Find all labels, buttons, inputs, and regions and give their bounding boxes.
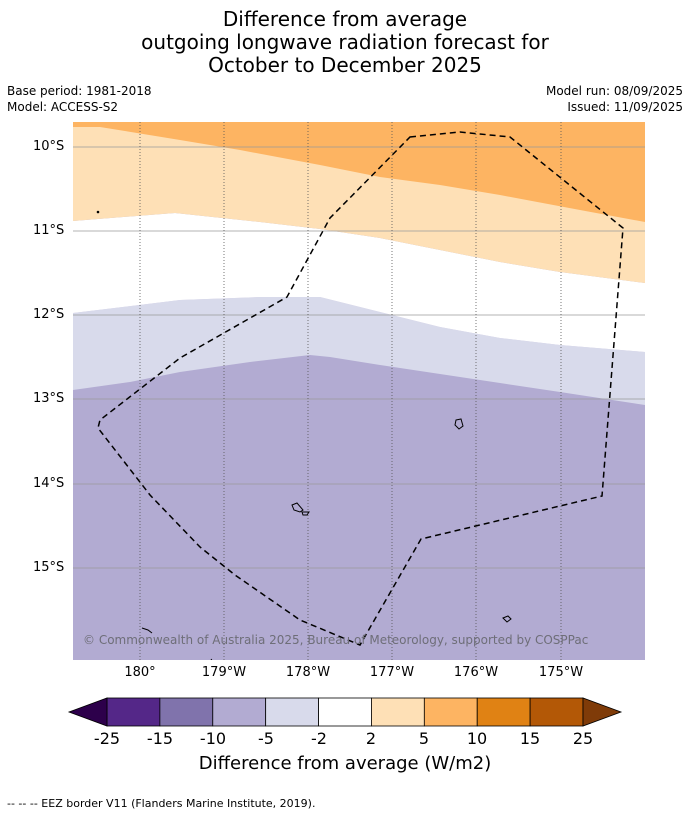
title-line-1: Difference from average [222, 7, 468, 31]
islands [96, 210, 512, 660]
island-3 [301, 511, 310, 516]
lat-label-11s: 11°S [33, 223, 65, 238]
lat-label-12s: 12°S [33, 307, 65, 322]
meta-right: Model run: 08/09/2025 Issued: 11/09/2025 [546, 83, 683, 115]
colorbar-segment [371, 697, 425, 727]
lon-label-179w: 179°W [201, 665, 247, 680]
copyright-text: © Commonwealth of Australia 2025, Bureau… [83, 633, 589, 647]
eez-legend-text: -- -- -- EEZ border V11 (Flanders Marine… [7, 797, 316, 810]
colorbar-segment [212, 697, 267, 727]
colorbar-tick-label: -15 [146, 729, 174, 748]
colorbar-tick-label: -25 [93, 729, 121, 748]
colorbar-tick-label: 2 [365, 729, 377, 748]
colorbar-label: Difference from average (W/m2) [198, 753, 492, 774]
colorbar-tick-label: 25 [572, 729, 594, 748]
lon-label-177w: 177°W [369, 665, 415, 680]
title-line-2: outgoing longwave radiation forecast for [141, 30, 549, 54]
colorbar-segment [529, 697, 584, 727]
meta-left: Base period: 1981-2018 Model: ACCESS-S2 [7, 83, 152, 115]
anomaly-band-negative-5-to-2 [73, 297, 645, 405]
lat-label-10s: 10°S [33, 139, 65, 154]
anomaly-band-neutral [73, 213, 645, 352]
colorbar-segment [423, 697, 478, 727]
lat-label-13s: 13°S [33, 391, 65, 406]
colorbar-segment [159, 697, 214, 727]
lon-label-175w: 175°W [538, 665, 584, 680]
lat-label-15s: 15°S [33, 560, 65, 575]
base-period-text: Base period: 1981-2018 [7, 84, 152, 98]
island-7 [210, 658, 213, 660]
colorbar-tick-label: 10 [466, 729, 488, 748]
colorbar-extend-high [582, 697, 623, 727]
lon-label-178w: 178°W [285, 665, 331, 680]
island-6 [96, 210, 100, 214]
island-2 [291, 502, 304, 513]
colorbar-tick-label: 15 [519, 729, 541, 748]
chart-title: Difference from average outgoing longwav… [0, 8, 690, 77]
lon-label-180: 180° [124, 665, 156, 680]
model-run-text: Model run: 08/09/2025 [545, 84, 683, 98]
colorbar-segment [265, 697, 319, 727]
colorbar-extend-low [67, 697, 108, 727]
island-5 [141, 627, 153, 634]
colorbar-tick-label: 5 [418, 729, 430, 748]
colorbar-segment [106, 697, 161, 727]
issued-text: Issued: 11/09/2025 [567, 100, 683, 114]
colorbar-tick-label: -2 [311, 729, 327, 748]
lon-label-176w: 176°W [453, 665, 499, 680]
colorbar-tick-label: -5 [258, 729, 274, 748]
latitude-gridlines [73, 146, 645, 569]
title-line-3: October to December 2025 [208, 53, 482, 77]
colorbar-tick-label: -10 [199, 729, 227, 748]
model-text: Model: ACCESS-S2 [7, 100, 119, 114]
island-4 [502, 615, 512, 623]
colorbar-segment [476, 697, 531, 727]
colorbar [67, 697, 623, 727]
island-1 [454, 418, 464, 430]
lat-label-14s: 14°S [33, 476, 65, 491]
map-area [73, 122, 645, 660]
colorbar-segment [318, 697, 372, 727]
